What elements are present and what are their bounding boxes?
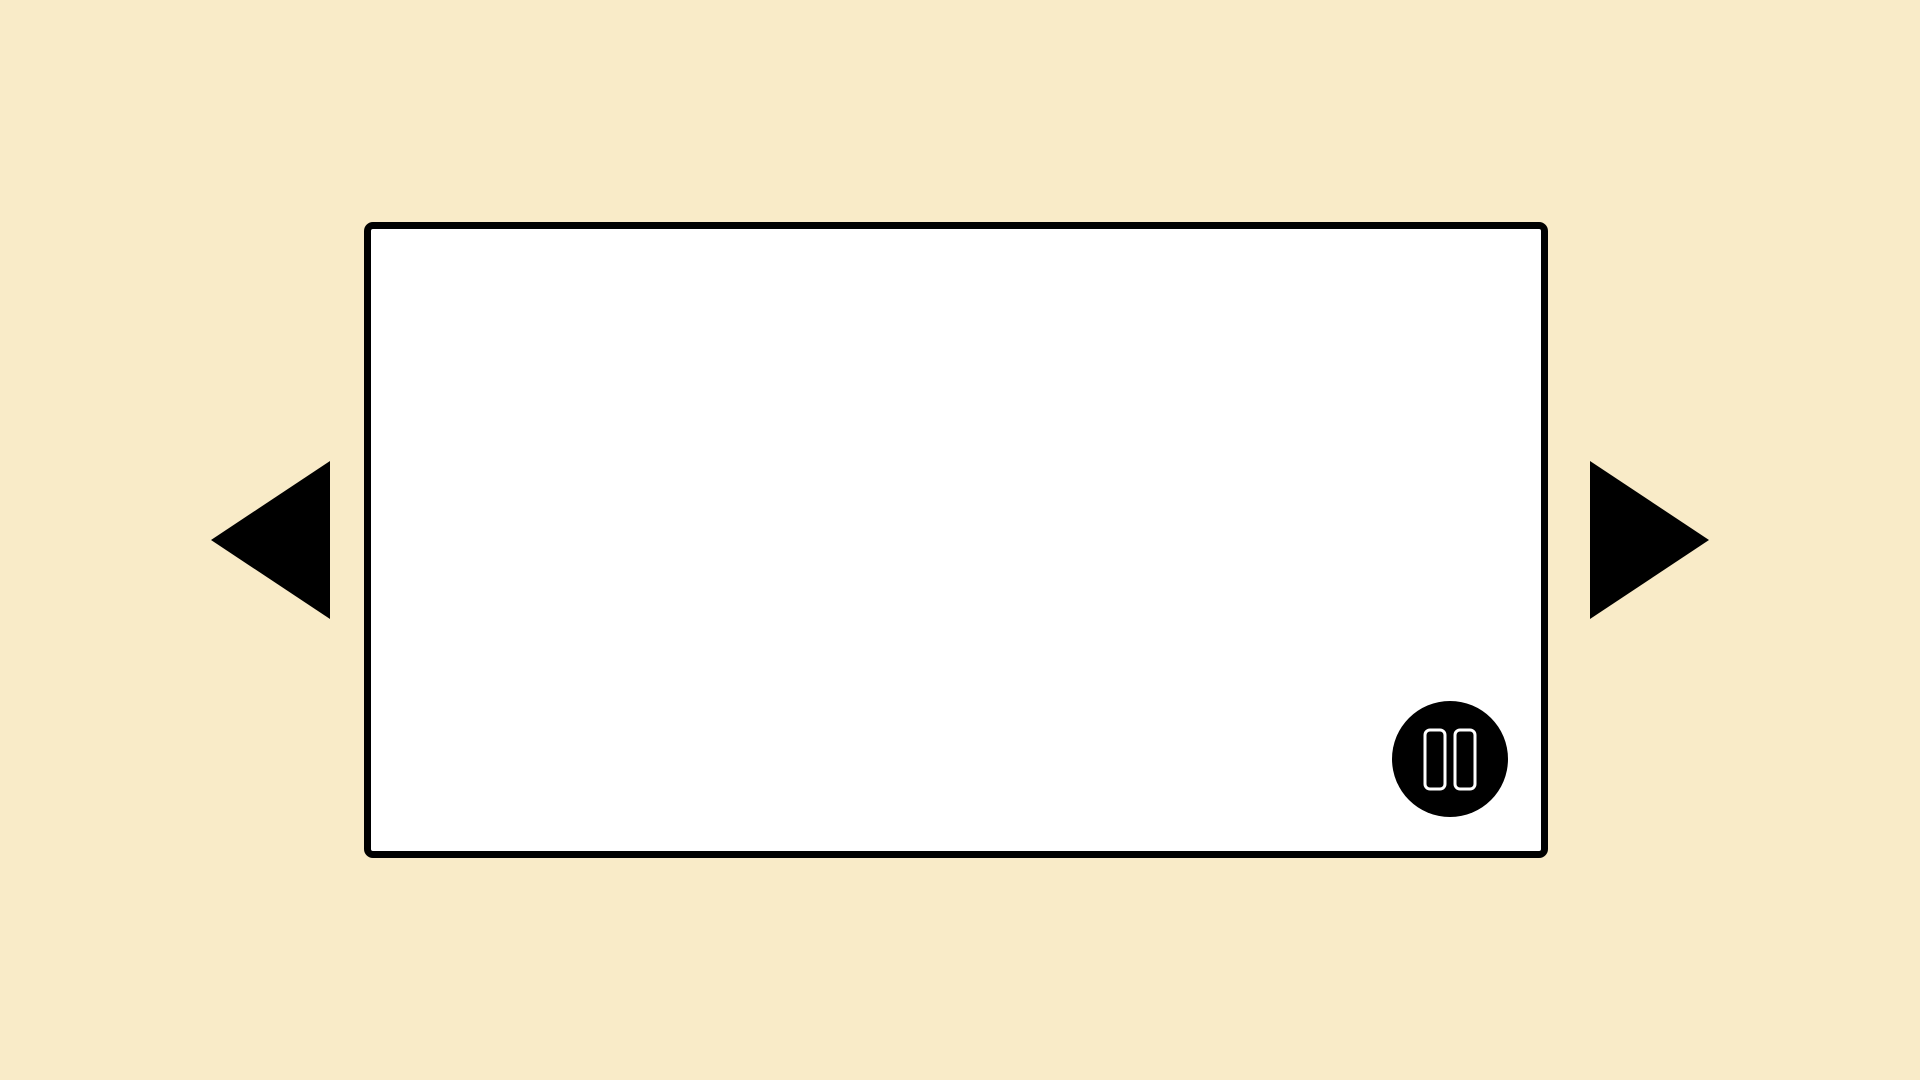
- pause-icon: [1392, 701, 1508, 817]
- triangle-right-icon: [1590, 461, 1709, 619]
- slide-panel: [364, 222, 1548, 858]
- next-slide-button[interactable]: [1589, 459, 1711, 621]
- pause-button[interactable]: [1391, 700, 1509, 818]
- triangle-left-icon: [211, 461, 330, 619]
- previous-slide-button[interactable]: [209, 459, 331, 621]
